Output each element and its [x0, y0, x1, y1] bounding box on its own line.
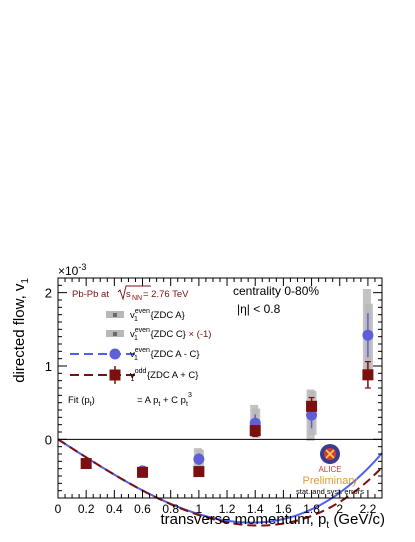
x-tick-label: 0.2	[78, 502, 95, 516]
y-tick-label: 2	[45, 286, 52, 301]
beam-energy-label: = 2.76 TeV	[143, 289, 189, 300]
x-axis-label-subscript: t	[326, 520, 329, 531]
x-tick-label: 1	[196, 502, 203, 516]
fit-formula-sub1: t	[158, 401, 160, 408]
legend-label-text: {ZDC A - C}	[148, 349, 200, 360]
fit-formula-sub2: t	[186, 401, 188, 408]
legend-label-sub: 1	[134, 355, 138, 362]
sqrt-s-label: s	[126, 289, 131, 300]
legend-label-even_a: veven 1 {ZDC A}	[130, 308, 185, 323]
fit-formula-sup: 3	[188, 392, 192, 399]
legend-marker-odd	[109, 369, 121, 381]
x-tick-label: 2.2	[360, 502, 377, 516]
alice-logo-text: ALICE	[318, 465, 341, 474]
marker-odd	[193, 466, 205, 478]
marker-odd	[362, 369, 374, 381]
legend-label-sub: 1	[130, 376, 134, 383]
marker-odd	[80, 458, 92, 470]
x-tick-label: 0.4	[106, 502, 123, 516]
legend-label-even_c: veven 1 {ZDC C} × (-1)	[130, 327, 211, 342]
y-axis-multiplier-exponent: -3	[78, 262, 86, 272]
legend-label-suffix: × (-1)	[186, 329, 212, 340]
x-axis-label: transverse momentum, pt (GeV/c)	[160, 511, 385, 531]
x-tick-label: 1.4	[247, 502, 264, 516]
x-tick-label: 1.8	[303, 502, 320, 516]
legend-marker-even_a	[113, 313, 117, 317]
fit-function-label-close: )	[92, 395, 95, 406]
alice-logo-star-icon	[325, 449, 335, 459]
x-tick-label: 1.2	[219, 502, 236, 516]
marker-odd	[306, 400, 318, 412]
fit-formula: = A pt + C pt3	[137, 392, 192, 408]
fit-formula-mid: + C p	[160, 395, 186, 406]
y-axis-label-subscript: 1	[20, 278, 31, 284]
y-axis-label: directed flow, v1	[11, 278, 31, 383]
x-axis-label-units: (GeV/c)	[329, 511, 385, 528]
legend-marker-even_c	[113, 332, 117, 336]
legend-label-sub: 1	[134, 335, 138, 342]
fit-curve-odd	[57, 438, 383, 527]
y-tick-label: 1	[45, 359, 52, 374]
marker-odd	[249, 425, 261, 437]
legend-label-odd: vodd 1 {ZDC A + C}	[130, 368, 198, 383]
y-tick-label: 0	[45, 432, 52, 447]
fit-function-label-sub: t	[90, 401, 92, 408]
marker-even_ac	[193, 453, 205, 465]
marker-odd	[137, 466, 149, 478]
fit-function-label: Fit (pt)	[68, 395, 95, 408]
marker-even_ac	[362, 329, 374, 341]
preliminary-label: Preliminary	[302, 475, 358, 487]
eta-cut-label: |η| < 0.8	[237, 302, 281, 316]
centrality-label: centrality 0-80%	[233, 284, 319, 298]
legend-label-sup: odd	[135, 368, 147, 375]
x-tick-label: 0.8	[162, 502, 179, 516]
y-axis-multiplier: ×10-3	[58, 262, 86, 278]
errors-note-label: stat. and syst. errors	[296, 487, 364, 496]
legend-label-sup: even	[135, 327, 150, 334]
x-tick-label: 0.6	[134, 502, 151, 516]
x-tick-label: 2	[336, 502, 343, 516]
legend-label-sub: 1	[134, 316, 138, 323]
legend-label-text: {ZDC A + C}	[144, 370, 198, 381]
legend-label-sup: even	[135, 347, 150, 354]
legend-label-even_ac: veven 1 {ZDC A - C}	[130, 347, 200, 362]
marker-even_ac	[306, 409, 318, 421]
sqrt-icon	[117, 285, 151, 301]
legend-label-sup: even	[135, 308, 150, 315]
x-tick-label: 1.6	[275, 502, 292, 516]
legend-label-text: {ZDC C}	[148, 329, 186, 340]
legend-label-text: {ZDC A}	[148, 310, 185, 321]
legend-marker-even_ac	[109, 348, 121, 360]
collision-system-label: Pb-Pb at	[72, 289, 109, 300]
x-tick-label: 0	[55, 502, 62, 516]
sqrt-subscript: NN	[132, 295, 142, 302]
